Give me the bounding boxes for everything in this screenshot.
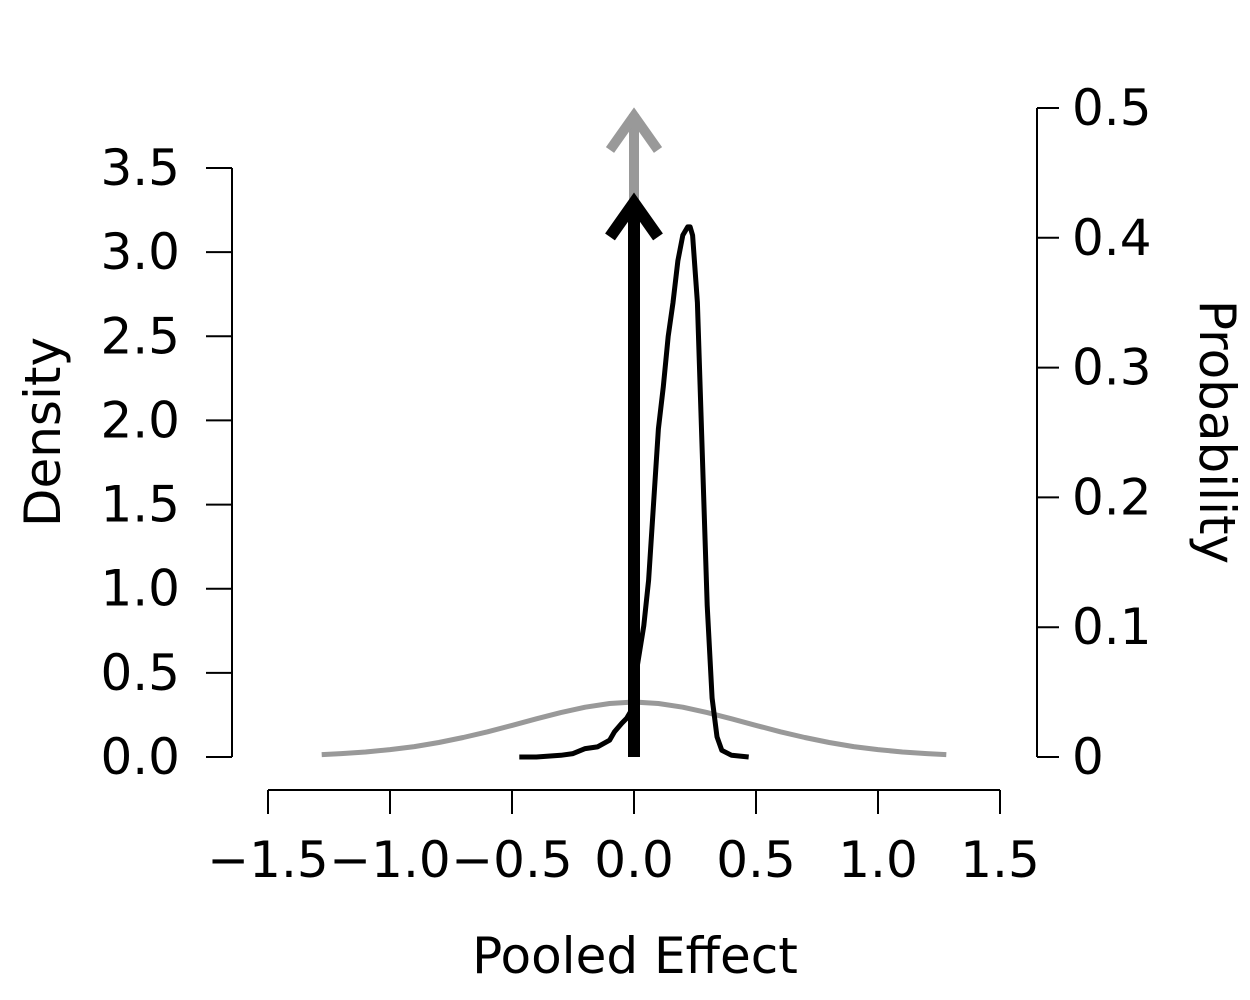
- right-y-tick-label: 0.2: [1072, 468, 1152, 526]
- left-y-tick-label: 1.5: [100, 476, 180, 534]
- left-y-axis-title: Density: [14, 337, 72, 527]
- right-y-tick-label: 0.3: [1072, 339, 1152, 397]
- arrow-head: [605, 107, 663, 153]
- left-y-tick-label: 0.0: [100, 728, 180, 786]
- x-tick-label: −1.0: [329, 831, 450, 889]
- left-y-tick-label: 3.0: [100, 223, 180, 281]
- posterior-density-curve: [519, 224, 749, 760]
- left-y-tick-label: 2.5: [100, 307, 180, 365]
- x-axis-title: Pooled Effect: [472, 927, 798, 985]
- x-tick-label: −1.5: [207, 831, 328, 889]
- axes: 0.0 0.5 1.0 1.5 2.0 2.5 3.0 3.5 0 0.1 0.2 0.3 0.4 0.…: [100, 79, 1151, 889]
- left-y-tick-label: 0.5: [100, 644, 180, 702]
- left-y-tick-label: 2.0: [100, 391, 180, 449]
- right-y-ticks: 0 0.1 0.2 0.3 0.4 0.5: [1037, 79, 1152, 786]
- x-tick-label: 1.5: [960, 831, 1040, 889]
- right-y-tick-label: 0.4: [1072, 209, 1152, 267]
- left-y-ticks: 0.0 0.5 1.0 1.5 2.0 2.5 3.0 3.5: [100, 139, 232, 786]
- posterior-point-mass-arrow: [605, 192, 663, 757]
- x-tick-label: −0.5: [451, 831, 572, 889]
- x-ticks: −1.5 −1.0 −0.5 0.0 0.5 1.0 1.5: [207, 790, 1040, 889]
- left-y-tick-label: 1.0: [100, 560, 180, 618]
- point-mass-layer: [605, 107, 663, 757]
- x-tick-label: 0.0: [594, 831, 674, 889]
- left-y-tick-label: 3.5: [100, 139, 180, 197]
- right-y-axis-title: Probability: [1188, 300, 1246, 564]
- x-tick-label: 0.5: [716, 831, 796, 889]
- right-y-tick-label: 0: [1072, 728, 1104, 786]
- x-tick-label: 1.0: [838, 831, 918, 889]
- arrow-head: [605, 192, 663, 241]
- right-y-tick-label: 0.1: [1072, 598, 1152, 656]
- right-y-tick-label: 0.5: [1072, 79, 1152, 137]
